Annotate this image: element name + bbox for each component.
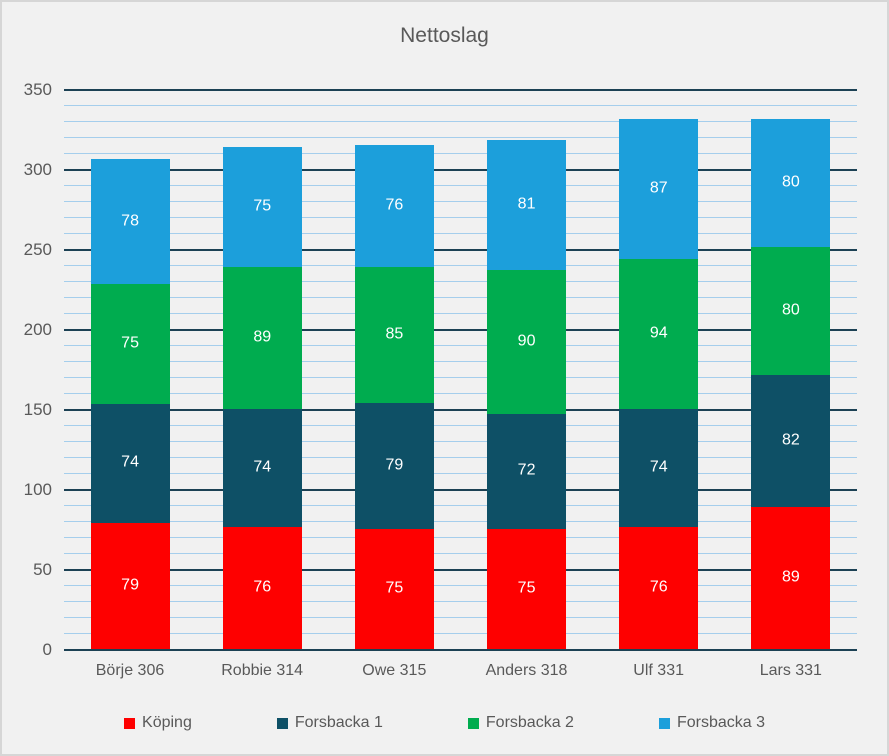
bar-segment: 76 (354, 145, 434, 267)
data-label: 75 (121, 334, 139, 352)
stacked-bar-3: 75 79 85 76 (354, 145, 434, 649)
legend-label: Köping (142, 714, 192, 731)
data-label: 94 (649, 324, 668, 342)
bar-segment: 75 (354, 529, 434, 649)
x-axis-category-label: Robbie 314 (221, 662, 304, 679)
chart-title: Nettoslag (400, 24, 489, 47)
bar-segment: 75 (487, 529, 567, 649)
data-label: 79 (121, 576, 139, 594)
data-label: 87 (649, 179, 668, 197)
stacked-bar-2: 76 74 89 75 (222, 146, 302, 649)
legend-swatch-icon (658, 717, 670, 729)
bar-segment: 85 (354, 266, 434, 403)
bar-segment: 89 (222, 266, 302, 410)
legend-swatch-icon (124, 717, 136, 729)
y-axis-tick-label: 100 (23, 480, 52, 499)
y-axis-tick-label: 250 (23, 240, 52, 259)
data-label: 74 (649, 458, 668, 476)
stacked-bar-1: 79 74 75 78 (90, 159, 170, 649)
data-label: 85 (385, 324, 404, 342)
bar-segment: 78 (90, 159, 170, 285)
legend-swatch-icon (467, 717, 479, 729)
bar-segment: 82 (751, 375, 831, 507)
y-axis-tick-label: 350 (23, 80, 52, 99)
legend-label: Forsbacka 2 (485, 714, 574, 731)
data-label: 82 (782, 431, 800, 449)
data-label: 79 (385, 456, 404, 474)
data-label: 80 (782, 301, 800, 319)
legend-item-forsbacka-3: Forsbacka 3 (658, 714, 765, 732)
bar-segment: 80 (751, 247, 831, 376)
bar-segment: 94 (619, 258, 699, 410)
bar-segment: 75 (222, 146, 302, 267)
data-label: 81 (517, 195, 536, 213)
bar-segment: 79 (354, 402, 434, 529)
legend-label: Forsbacka 1 (294, 714, 383, 731)
bar-segment: 81 (487, 140, 567, 270)
plot-area: 79 74 75 78 76 74 89 75 75 79 85 76 75 72 90 81 76 74 94 87… (64, 89, 857, 651)
bar-segment: 76 (619, 527, 699, 649)
legend-item-köping: Köping (124, 714, 192, 732)
data-label: 75 (385, 579, 404, 597)
x-axis-category-label: Ulf 331 (633, 662, 684, 679)
y-axis-tick-label: 200 (23, 320, 52, 339)
bar-segment: 89 (751, 506, 831, 649)
data-label: 72 (517, 461, 536, 479)
stacked-bar-5: 76 74 94 87 (619, 119, 699, 649)
bar-segment: 74 (90, 404, 170, 523)
data-label: 75 (253, 196, 272, 214)
data-label: 89 (782, 568, 800, 586)
data-label: 74 (121, 453, 139, 471)
legend-label: Forsbacka 3 (676, 714, 765, 731)
stacked-bar-4: 75 72 90 81 (487, 140, 567, 649)
legend-item-forsbacka-1: Forsbacka 1 (276, 714, 383, 732)
legend-swatch-icon (276, 717, 288, 729)
data-label: 76 (649, 578, 668, 596)
y-axis-tick-label: 300 (23, 160, 52, 179)
data-label: 76 (253, 578, 272, 596)
y-axis-tick-label: 50 (33, 560, 52, 579)
bar-segment: 76 (222, 527, 302, 649)
data-label: 80 (782, 173, 800, 191)
bar-segment: 72 (487, 413, 567, 529)
legend: Köping Forsbacka 1 Forsbacka 2 Forsbacka 3 (2, 714, 887, 732)
data-label: 76 (385, 196, 404, 214)
bar-segment: 74 (222, 409, 302, 528)
bar-segment: 87 (619, 119, 699, 259)
legend-item-forsbacka-2: Forsbacka 2 (467, 714, 574, 732)
x-axis-category-label: Anders 318 (485, 662, 568, 679)
y-axis-tick-label: 150 (23, 400, 52, 419)
data-label: 90 (517, 332, 536, 350)
data-label: 89 (253, 328, 272, 346)
bar-segment: 79 (90, 522, 170, 649)
data-label: 75 (517, 579, 536, 597)
x-axis-category-label: Börje 306 (95, 662, 165, 679)
x-axis-category-label: Lars 331 (759, 662, 822, 679)
bar-segment: 75 (90, 284, 170, 405)
data-label: 78 (121, 212, 139, 230)
bar-segment: 74 (619, 409, 699, 528)
bar-segment: 80 (751, 119, 831, 248)
stacked-bar-6: 89 82 80 80 (751, 119, 831, 649)
x-axis-category-label: Owe 315 (362, 662, 427, 679)
bar-segment: 90 (487, 269, 567, 414)
data-label: 74 (253, 458, 272, 476)
y-axis-tick-label: 0 (42, 640, 52, 659)
